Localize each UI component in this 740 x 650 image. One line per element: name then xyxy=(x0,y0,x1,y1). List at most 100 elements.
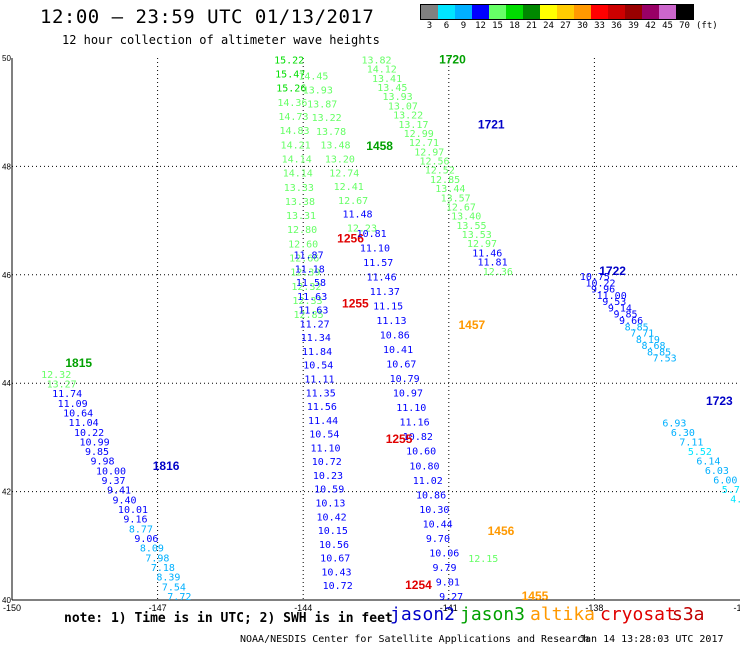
swh-value-label: 8.85 xyxy=(647,347,671,358)
color-scale-label: 24 xyxy=(543,21,554,31)
pass-time-label: 1816 xyxy=(153,459,180,473)
swh-value-label: 11.58 xyxy=(296,278,326,289)
swh-value-label: 8.85 xyxy=(625,322,649,333)
swh-value-label: 9.70 xyxy=(426,534,450,545)
swh-value-label: 12.71 xyxy=(409,138,439,149)
swh-value-label: 10.86 xyxy=(380,331,410,342)
color-scale-labels: 3 6 9 12 15 18 21 24 27 30 33 36 39 42 45 70 (ft) xyxy=(420,21,730,33)
pass-time-label: 1456 xyxy=(488,524,515,538)
pass-time-label: 1457 xyxy=(459,318,486,332)
color-scale-label: 30 xyxy=(577,21,588,31)
swh-value-label: 10.01 xyxy=(118,505,148,516)
swh-value-label: 11.18 xyxy=(295,264,325,275)
pass-time-label: 1256 xyxy=(337,231,364,245)
swh-value-label: 11.02 xyxy=(413,476,443,487)
swh-value-label: 6.30 xyxy=(671,428,695,439)
swh-value-label: 11.16 xyxy=(399,418,429,429)
swh-value-label: 6.93 xyxy=(662,419,686,430)
swh-value-label: 7.98 xyxy=(145,553,169,564)
swh-value-label: 8.39 xyxy=(156,573,180,584)
swh-value-label: 10.22 xyxy=(74,428,104,439)
swh-value-label: 10.43 xyxy=(321,567,351,578)
swh-value-label: 11.84 xyxy=(302,347,332,358)
swh-value-label: 11.63 xyxy=(298,306,328,317)
swh-value-label: 14.14 xyxy=(282,154,312,165)
swh-value-label: 15.26 xyxy=(276,84,306,95)
color-scale-label: 3 xyxy=(426,21,433,31)
swh-value-label: 10.15 xyxy=(318,526,348,537)
swh-value-label: 13.31 xyxy=(286,211,316,222)
swh-value-label: 13.78 xyxy=(316,127,346,138)
swh-value-label: 10.64 xyxy=(63,408,93,419)
swh-value-label: 11.13 xyxy=(376,316,406,327)
swh-value-label: 10.86 xyxy=(416,490,446,501)
y-tick-label: 48 xyxy=(2,162,11,171)
y-tick-label: 46 xyxy=(2,271,11,280)
swh-value-label: 8.09 xyxy=(140,544,164,555)
swh-value-label: 12.66 xyxy=(289,254,319,265)
swh-value-label: 13.20 xyxy=(325,154,355,165)
swh-value-label: 7.18 xyxy=(151,563,175,574)
swh-value-label: 9.96 xyxy=(591,285,615,296)
swh-value-label: 9.79 xyxy=(432,563,456,574)
swh-value-label: 14.45 xyxy=(298,72,328,83)
color-swatch xyxy=(523,5,540,19)
swh-value-label: 9.40 xyxy=(112,495,136,506)
swh-value-label: 11.46 xyxy=(366,272,396,283)
color-scale-unit: (ft) xyxy=(696,21,718,31)
swh-value-label: 11.04 xyxy=(69,418,99,429)
color-swatch xyxy=(421,5,438,19)
swh-value-label: 11.87 xyxy=(293,251,323,262)
swh-value-label: 8.19 xyxy=(636,335,660,346)
swh-value-label: 12.15 xyxy=(468,554,498,565)
swh-value-label: 11.09 xyxy=(58,399,88,410)
color-swatch xyxy=(591,5,608,19)
swh-value-label: 11.15 xyxy=(373,301,403,312)
swh-value-label: 6.03 xyxy=(705,466,729,477)
swh-value-label: 11.35 xyxy=(306,388,336,399)
swh-value-label: 9.41 xyxy=(107,486,131,497)
legend-cryosat: cryosat xyxy=(600,604,676,625)
swh-value-label: 12.33 xyxy=(292,296,322,307)
swh-value-label: 12.41 xyxy=(334,182,364,193)
color-swatch xyxy=(489,5,506,19)
swh-value-label: 13.44 xyxy=(435,184,465,195)
swh-value-label: 10.81 xyxy=(357,229,387,240)
swh-value-label: 9.14 xyxy=(608,303,632,314)
pass-time-label: 1254 xyxy=(405,578,432,592)
swh-value-label: 11.34 xyxy=(301,333,331,344)
pass-time-label: 1458 xyxy=(366,139,393,153)
color-swatch xyxy=(659,5,676,19)
swh-value-label: 10.67 xyxy=(386,360,416,371)
color-scale-label: 42 xyxy=(645,21,656,31)
color-swatch xyxy=(608,5,625,19)
x-tick-label: -147 xyxy=(149,603,167,613)
swh-value-label: 10.23 xyxy=(313,471,343,482)
color-scale-label: 70 xyxy=(679,21,690,31)
color-scale-label: 9 xyxy=(460,21,467,31)
color-scale-label: 6 xyxy=(443,21,450,31)
pass-time-label: 1723 xyxy=(706,394,733,408)
x-tick-label: -138 xyxy=(585,603,603,613)
swh-value-label: 12.85 xyxy=(430,175,460,186)
swh-value-label: 10.82 xyxy=(403,432,433,443)
swh-value-label: 10.41 xyxy=(383,345,413,356)
swh-value-label: 10.60 xyxy=(406,447,436,458)
color-swatch xyxy=(625,5,642,19)
swh-value-label: 6.14 xyxy=(696,457,720,468)
color-scale-label: 33 xyxy=(594,21,605,31)
swh-value-label: 10.06 xyxy=(429,548,459,559)
note-text: note: 1) Time is in UTC; 2) SWH is in fe… xyxy=(64,611,393,626)
swh-value-label: 9.16 xyxy=(123,515,147,526)
swh-value-label: 10.59 xyxy=(314,485,344,496)
swh-value-label: 11.63 xyxy=(297,292,327,303)
swh-value-label: 10.67 xyxy=(320,554,350,565)
color-swatch xyxy=(455,5,472,19)
y-tick-label: 42 xyxy=(2,488,11,497)
swh-value-label: 7.71 xyxy=(630,329,654,340)
color-scale-label: 15 xyxy=(492,21,503,31)
swh-value-label: 6.00 xyxy=(713,475,737,486)
swh-value-label: 12.60 xyxy=(288,239,318,250)
swh-value-label: 10.22 xyxy=(585,278,615,289)
